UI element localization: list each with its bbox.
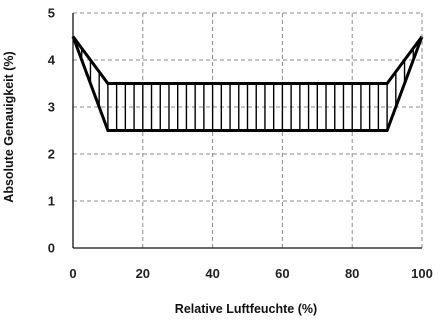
- x-tick-label: 20: [136, 266, 150, 281]
- y-tick-label: 1: [48, 194, 55, 209]
- y-tick-label: 3: [48, 100, 55, 115]
- band-hatch: [81, 48, 414, 131]
- x-tick-label: 100: [411, 266, 433, 281]
- x-tick-label: 80: [345, 266, 359, 281]
- y-axis-title: Absolute Genauigkeit (%): [2, 51, 16, 202]
- grid: [73, 13, 422, 248]
- x-tick-label: 0: [69, 266, 76, 281]
- x-axis-title: Relative Luftfeuchte (%): [175, 302, 317, 316]
- x-tick-label: 60: [275, 266, 289, 281]
- y-tick-label: 2: [48, 147, 55, 162]
- y-tick-label: 4: [48, 53, 56, 68]
- band-lines: [71, 35, 424, 132]
- x-tick-label: 40: [205, 266, 219, 281]
- y-tick-label: 5: [48, 6, 55, 21]
- plot-frame: [72, 12, 423, 249]
- upper-bound-line: [71, 35, 424, 85]
- y-tick-label: 0: [48, 241, 55, 256]
- x-tick-labels: 0 20 40 60 80 100: [69, 266, 432, 281]
- y-tick-labels: 0 1 2 3 4 5: [48, 6, 56, 256]
- lower-bound-line: [71, 35, 424, 132]
